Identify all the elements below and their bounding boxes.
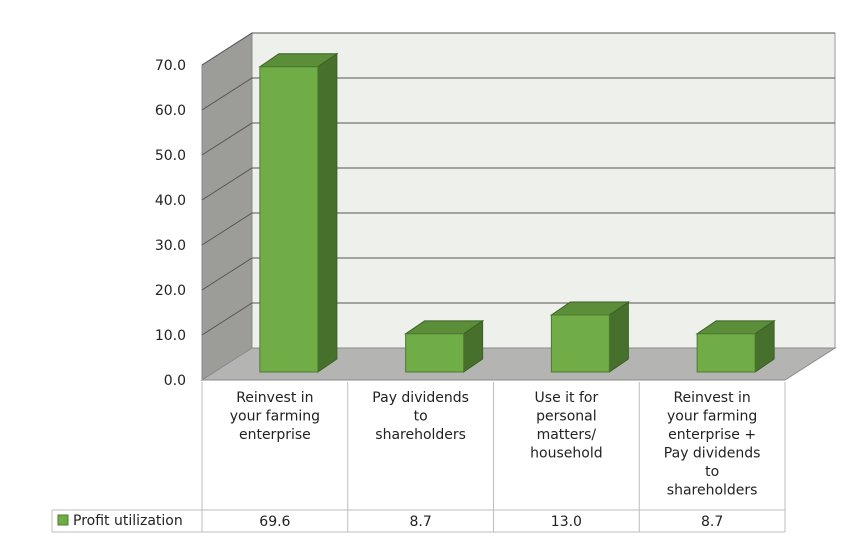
x-category-label: your farming — [230, 409, 320, 425]
x-category-label: enterprise — [239, 427, 311, 443]
x-category-label: enterprise + — [668, 427, 756, 443]
x-category-label: to — [705, 464, 719, 480]
x-category-label: personal — [536, 409, 596, 425]
y-tick-label: 60.0 — [155, 103, 186, 119]
x-category-label: shareholders — [375, 427, 466, 443]
x-category-label: your farming — [667, 409, 757, 425]
legend-label: Profit utilization — [73, 513, 183, 529]
bar — [550, 314, 610, 373]
table-value-label: 8.7 — [409, 514, 431, 530]
y-tick-label: 10.0 — [155, 328, 186, 344]
x-category-label: Reinvest in — [236, 390, 313, 406]
legend-swatch — [57, 514, 69, 526]
table-value-label: 69.6 — [259, 514, 290, 530]
y-tick-label: 20.0 — [155, 283, 186, 299]
x-category-label: shareholders — [667, 483, 758, 499]
table-value-label: 13.0 — [551, 514, 582, 530]
floor — [200, 347, 837, 381]
x-category-label: Pay dividends — [372, 390, 469, 406]
gridline — [201, 257, 835, 291]
y-tick-label: 30.0 — [155, 238, 186, 254]
gridline — [201, 167, 835, 201]
x-category-label: to — [414, 409, 428, 425]
x-category-label: matters/ — [537, 427, 597, 443]
side-wall — [201, 32, 253, 381]
gridline — [201, 32, 835, 66]
gridline — [201, 302, 835, 336]
gridline — [201, 77, 835, 111]
y-tick-label: 50.0 — [155, 148, 186, 164]
gridline — [201, 122, 835, 156]
y-tick-label: 70.0 — [155, 58, 186, 74]
bar — [405, 333, 465, 373]
bar — [259, 66, 319, 373]
x-category-label: Pay dividends — [664, 446, 761, 462]
bar — [696, 333, 756, 373]
x-category-label: household — [530, 446, 602, 462]
back-wall — [251, 32, 836, 349]
y-tick-label: 0.0 — [164, 373, 186, 389]
x-category-label: Use it for — [535, 390, 599, 406]
gridline — [201, 212, 835, 246]
table-value-label: 8.7 — [701, 514, 723, 530]
x-category-label: Reinvest in — [673, 390, 750, 406]
bar-side — [317, 52, 338, 373]
y-tick-label: 40.0 — [155, 193, 186, 209]
